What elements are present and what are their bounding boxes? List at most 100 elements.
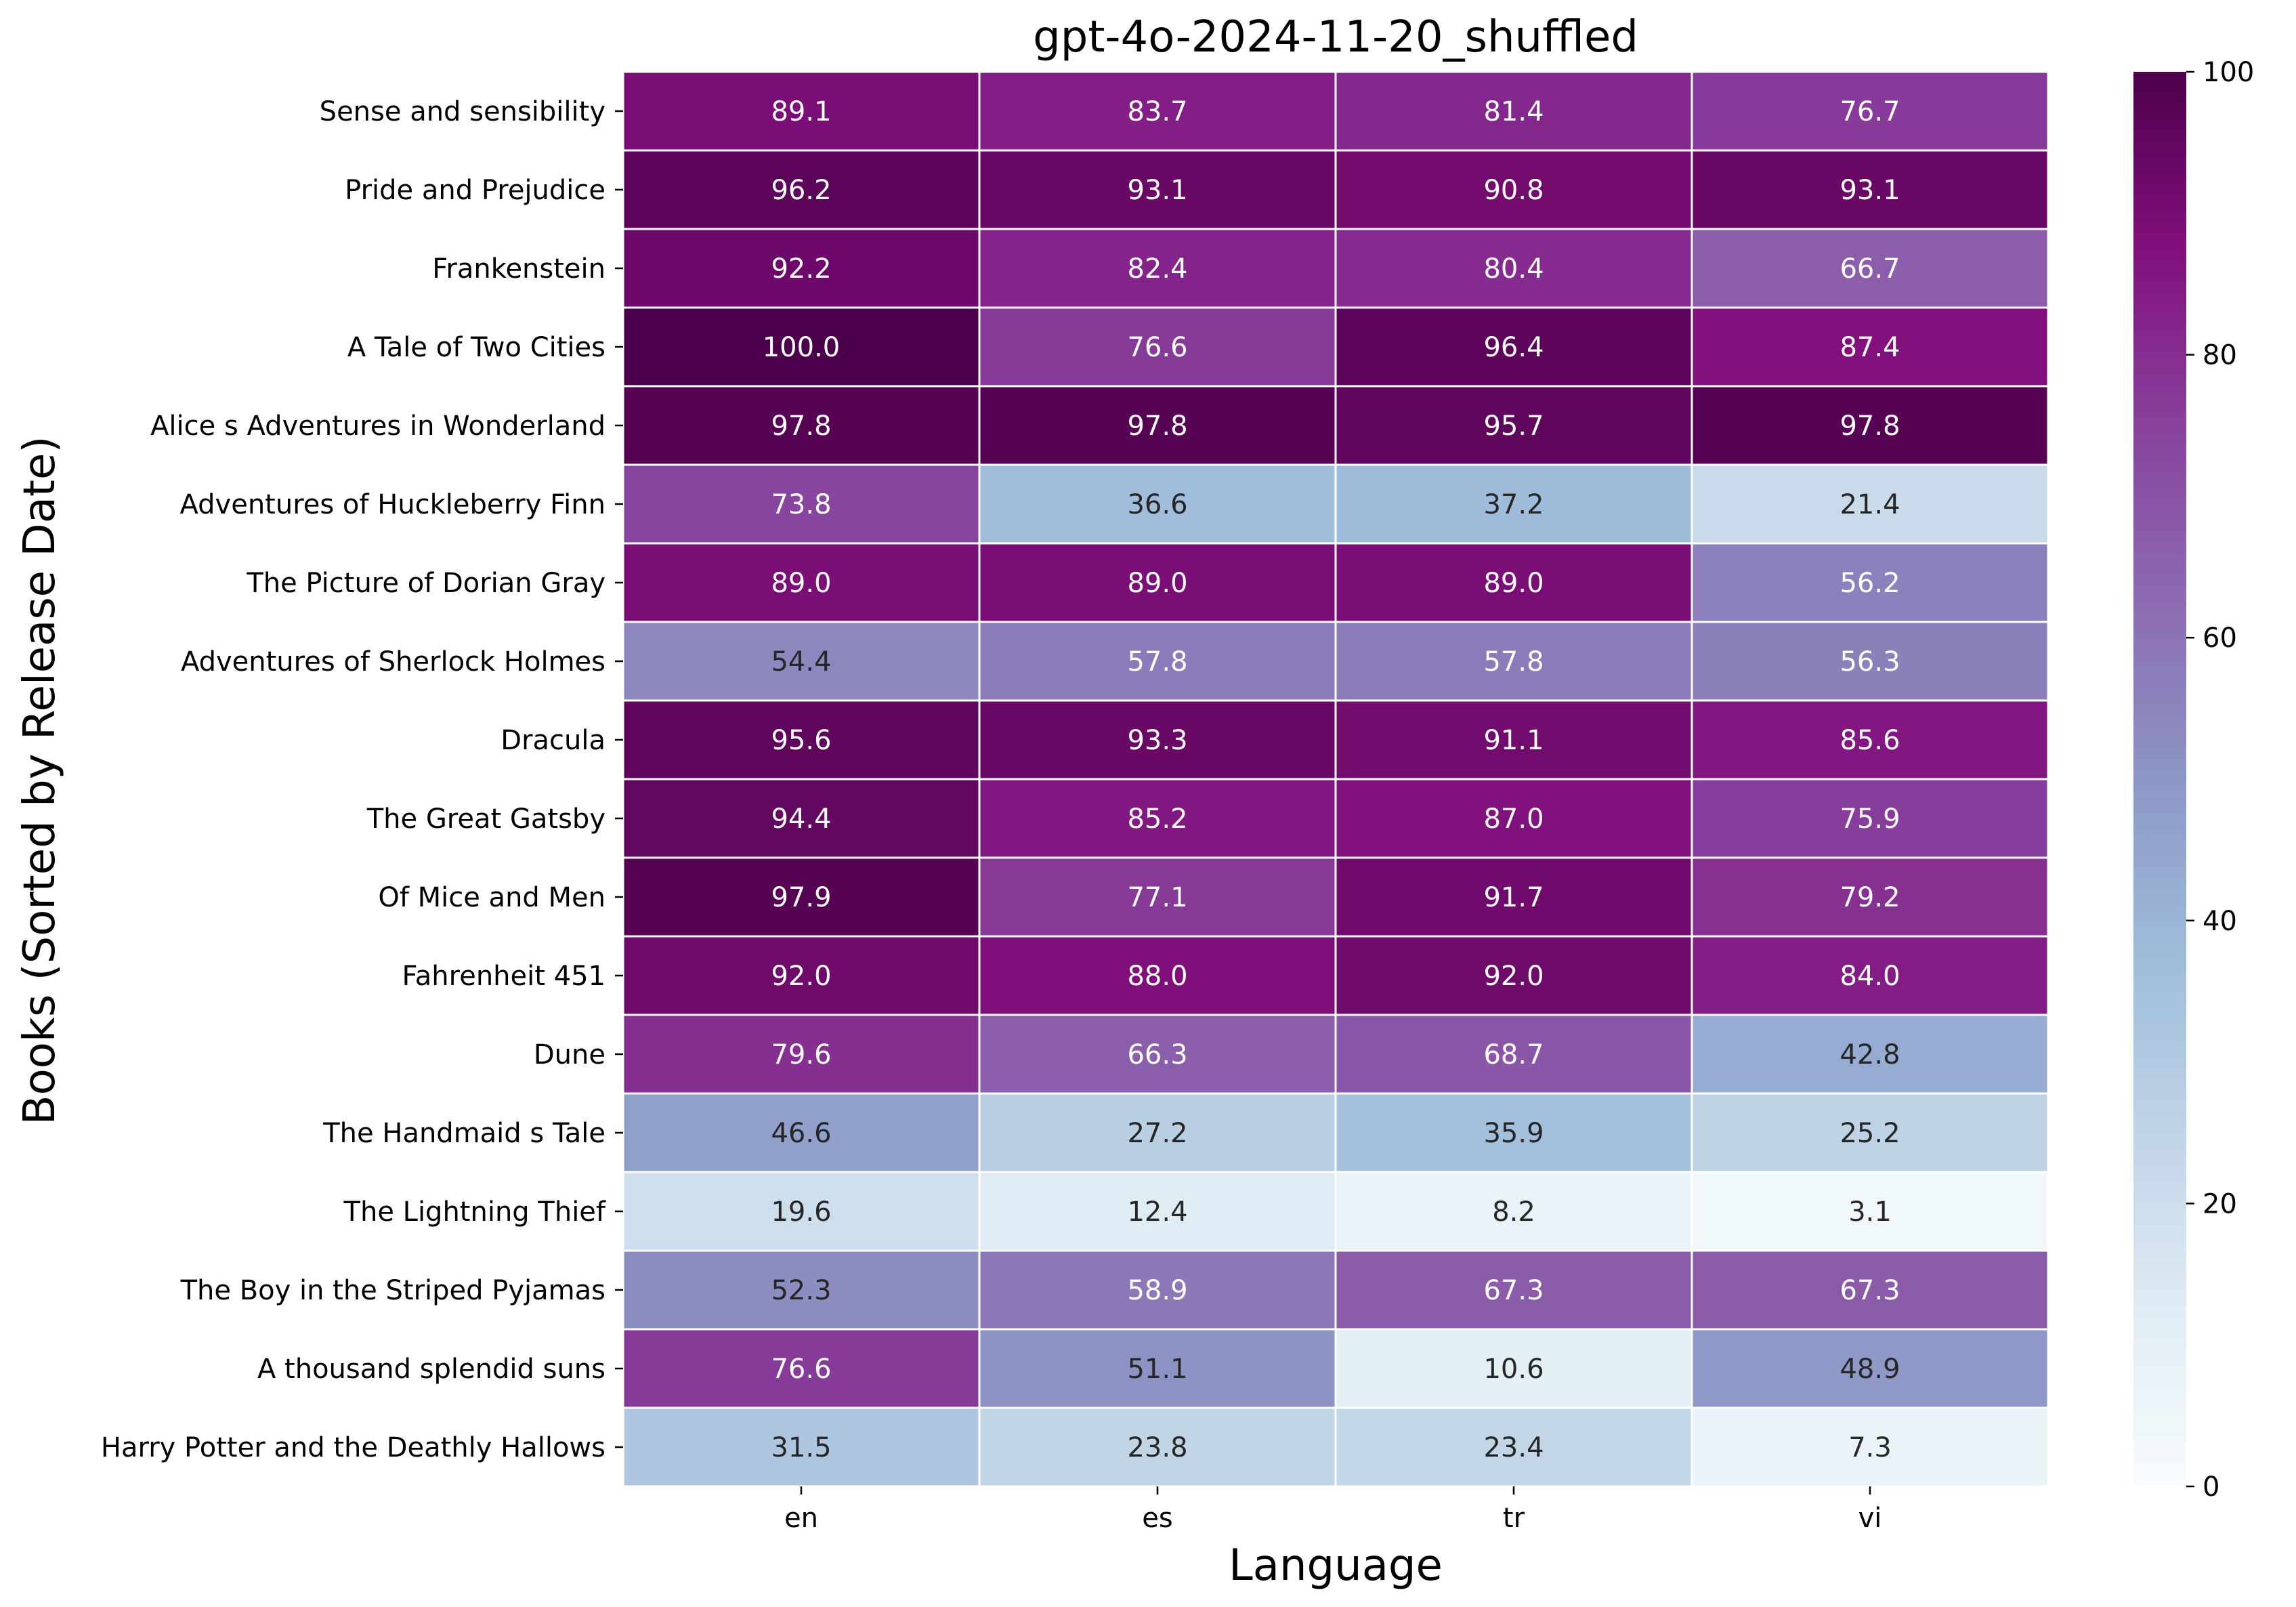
heatmap-cell [980,1251,1335,1329]
cell-value-label: 95.6 [771,725,831,756]
heatmap-cell [624,72,979,150]
cell-value-label: 56.3 [1840,646,1900,677]
cell-value-label: 23.4 [1483,1432,1544,1463]
cell-value-label: 92.0 [1483,961,1544,992]
heatmap-cell [1693,858,2047,936]
cell-value-label: 94.4 [771,804,831,835]
heatmap-cell [624,230,979,307]
heatmap-cell [1336,387,1691,464]
cell-value-label: 35.9 [1483,1118,1544,1149]
heatmap-cell [1336,1094,1691,1171]
cell-value-label: 97.8 [1127,411,1187,442]
heatmap-cell [1336,308,1691,385]
heatmap-cell [1336,230,1691,307]
heatmap-cell [1693,1330,2047,1407]
y-tick-label: Fahrenheit 451 [402,961,605,992]
x-tick-label: es [1142,1503,1172,1534]
cell-value-label: 73.8 [771,489,831,520]
cell-value-label: 82.4 [1127,253,1187,285]
y-tick-label: A Tale of Two Cities [347,332,605,363]
cell-value-label: 54.4 [771,646,831,677]
cell-value-label: 79.2 [1840,882,1900,913]
heatmap-cell-labels: 89.1 83.7 81.4 76.7 96.2 93.1 90.8 93.1 92.2 82.4… [763,96,1900,1463]
heatmap-cell [1336,72,1691,150]
heatmap-cell [624,465,979,543]
y-tick-label: Adventures of Huckleberry Finn [179,489,605,520]
heatmap-cell [1336,1408,1691,1486]
cell-value-label: 92.0 [771,961,831,992]
cell-value-label: 66.7 [1840,253,1900,285]
colorbar-tick-label: 100 [2203,57,2254,88]
cell-value-label: 97.8 [1840,411,1900,442]
heatmap-cell [1693,1173,2047,1250]
heatmap-cell [624,1408,979,1486]
heatmap-cell [980,623,1335,700]
cell-value-label: 51.1 [1127,1354,1187,1385]
heatmap-cell [1336,623,1691,700]
x-tick-label: vi [1858,1503,1882,1534]
y-tick-label: Alice s Adventures in Wonderland [150,411,605,442]
heatmap-cell [1693,151,2047,228]
cell-value-label: 87.0 [1483,804,1544,835]
colorbar-tick-label: 0 [2203,1472,2219,1503]
heatmap-cell [1693,1094,2047,1171]
cell-value-label: 57.8 [1127,646,1187,677]
colorbar-tick-label: 80 [2203,340,2237,371]
colorbar-tick-label: 20 [2203,1188,2237,1219]
x-axis-ticks: en es tr vi [784,1486,1882,1534]
heatmap-cell [1693,937,2047,1014]
heatmap-cell [624,858,979,936]
cell-value-label: 57.8 [1483,646,1544,677]
heatmap-cell [624,1173,979,1250]
cell-value-label: 80.4 [1483,253,1544,285]
cell-value-label: 96.4 [1483,332,1544,363]
cell-value-label: 85.2 [1127,804,1187,835]
cell-value-label: 7.3 [1848,1432,1892,1463]
cell-value-label: 76.7 [1840,96,1900,127]
cell-value-label: 76.6 [1127,332,1187,363]
x-tick-label: en [784,1503,818,1534]
cell-value-label: 91.7 [1483,882,1544,913]
y-tick-label: The Great Gatsby [366,804,605,835]
heatmap-cell [980,151,1335,228]
heatmap-cell [624,1251,979,1329]
heatmap-cell [1336,858,1691,936]
cell-value-label: 83.7 [1127,96,1187,127]
heatmap-cell [980,230,1335,307]
heatmap-cells [624,72,2047,1486]
cell-value-label: 21.4 [1840,489,1900,520]
cell-value-label: 88.0 [1127,961,1187,992]
heatmap-cell [624,308,979,385]
y-tick-label: Of Mice and Men [378,882,605,913]
heatmap-cell [1336,937,1691,1014]
cell-value-label: 3.1 [1848,1196,1892,1228]
cell-value-label: 95.7 [1483,411,1544,442]
heatmap-cell [1336,544,1691,621]
chart-title: gpt-4o-2024-11-20_shuffled [1033,12,1638,62]
heatmap-cell [980,780,1335,857]
heatmap-cell [1693,387,2047,464]
heatmap-cell [624,623,979,700]
cell-value-label: 23.8 [1127,1432,1187,1463]
cell-value-label: 93.1 [1127,175,1187,206]
y-tick-label: Pride and Prejudice [345,175,605,206]
y-tick-label: Sense and sensibility [320,96,605,127]
cell-value-label: 56.2 [1840,568,1900,599]
heatmap-cell [1693,465,2047,543]
heatmap-cell [1336,151,1691,228]
y-axis-ticks: Sense and sensibility Pride and Prejudice… [101,96,623,1463]
heatmap-cell [980,1173,1335,1250]
cell-value-label: 90.8 [1483,175,1544,206]
cell-value-label: 67.3 [1840,1275,1900,1306]
cell-value-label: 97.9 [771,882,831,913]
heatmap-cell [980,1408,1335,1486]
y-tick-label: Dune [534,1039,605,1070]
cell-value-label: 96.2 [771,175,831,206]
cell-value-label: 76.6 [771,1354,831,1385]
heatmap-cell [980,544,1335,621]
cell-value-label: 67.3 [1483,1275,1544,1306]
heatmap-cell [980,308,1335,385]
y-tick-label: Frankenstein [432,253,605,285]
x-axis-label: Language [1229,1541,1443,1591]
